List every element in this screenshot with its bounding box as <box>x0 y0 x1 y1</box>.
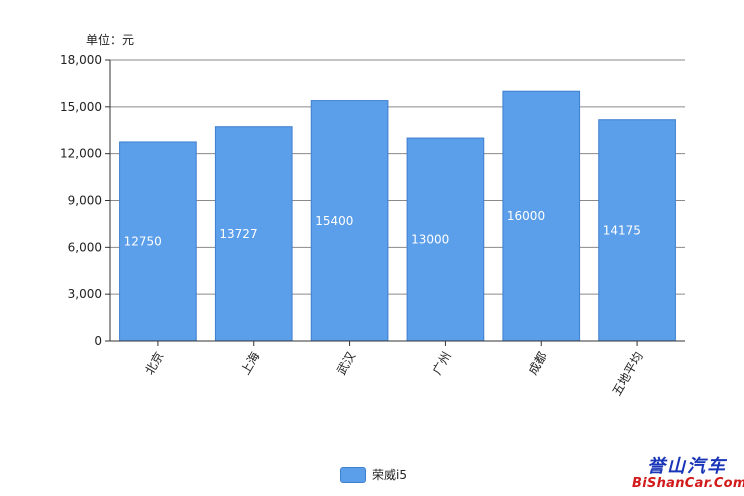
x-category-label: 武汉 <box>334 350 358 378</box>
data-label: 12750 <box>124 234 162 248</box>
y-tick-label: 18,000 <box>60 53 102 67</box>
x-category-label: 五地平均 <box>610 350 646 399</box>
data-label: 14175 <box>603 223 641 237</box>
bar <box>406 137 485 342</box>
unit-label: 单位：元 <box>86 33 135 47</box>
bar <box>119 141 197 342</box>
x-axis-categories: 北京 上海 武汉 广州 成都 五地平均 <box>142 341 646 399</box>
y-axis-ticks: 0 3,000 6,000 9,000 12,000 15,000 18,000 <box>60 53 110 348</box>
watermark-bottom: BiShanCar.Com <box>632 476 744 491</box>
bar <box>502 90 581 342</box>
y-tick-label: 3,000 <box>68 287 102 301</box>
bars: 12750 13727 15400 13000 16000 14175 <box>119 90 676 342</box>
legend-label: 荣威i5 <box>372 468 407 482</box>
x-category-label: 上海 <box>237 349 262 377</box>
y-tick-label: 6,000 <box>68 240 102 254</box>
x-category-label: 成都 <box>526 350 550 378</box>
x-category-label: 北京 <box>142 350 166 378</box>
y-tick-label: 15,000 <box>60 100 102 114</box>
x-category-label: 广州 <box>430 350 454 378</box>
legend-swatch <box>340 466 366 483</box>
bar <box>310 100 389 342</box>
y-tick-label: 12,000 <box>60 147 102 161</box>
watermark-logo: 誉山汽车 BiShanCar.Com <box>632 452 744 494</box>
bar <box>214 126 293 342</box>
bar <box>598 119 676 342</box>
watermark-top: 誉山汽车 <box>647 456 727 477</box>
y-tick-label: 9,000 <box>68 194 102 208</box>
data-label: 13000 <box>411 233 449 247</box>
y-tick-label: 0 <box>94 334 102 348</box>
data-label: 16000 <box>507 209 545 223</box>
legend: 荣威i5 <box>340 466 407 483</box>
data-label: 13727 <box>219 227 257 241</box>
data-label: 15400 <box>315 214 353 228</box>
grid-lines <box>110 59 685 295</box>
